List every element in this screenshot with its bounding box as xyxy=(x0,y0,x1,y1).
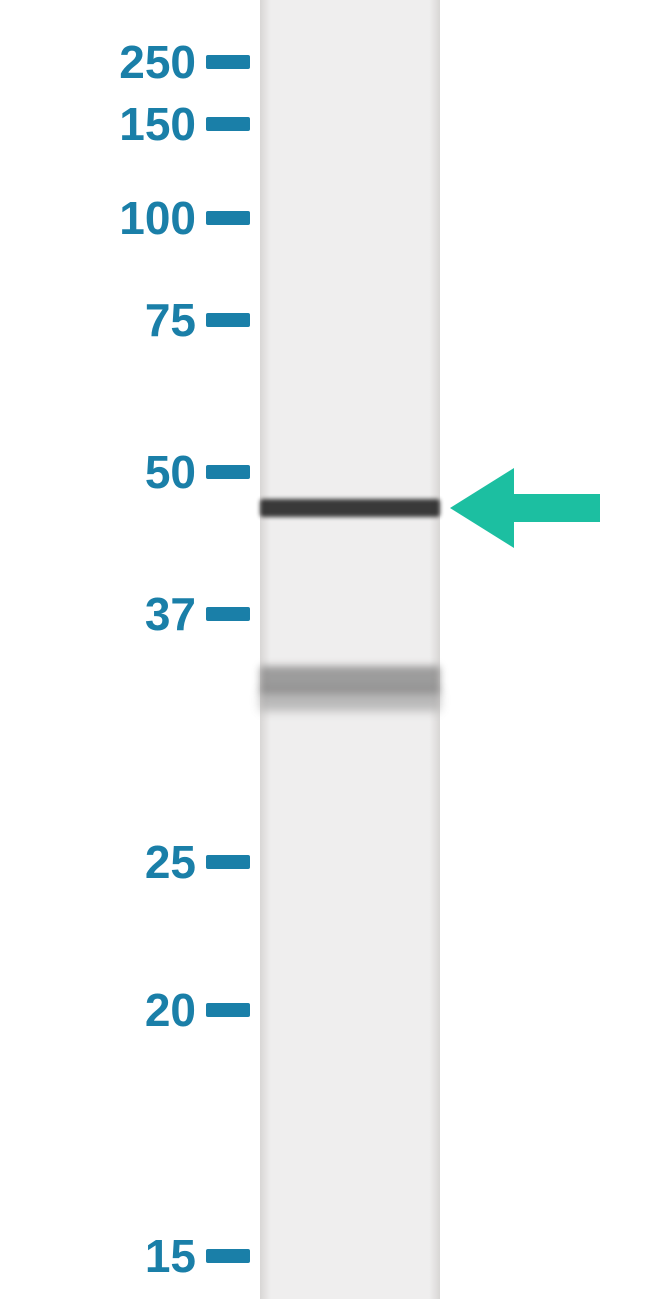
western-blot-figure: 250 150 100 75 50 37 25 20 15 xyxy=(0,0,650,1299)
blot-band xyxy=(260,689,440,711)
ladder-label: 75 xyxy=(145,293,196,347)
ladder-marker: 100 xyxy=(0,191,250,245)
blot-band xyxy=(260,499,440,517)
ladder-tick xyxy=(206,211,250,225)
ladder-marker: 75 xyxy=(0,293,250,347)
ladder-tick xyxy=(206,1249,250,1263)
ladder-label: 150 xyxy=(119,97,196,151)
ladder-marker: 15 xyxy=(0,1229,250,1283)
ladder-label: 15 xyxy=(145,1229,196,1283)
ladder-tick xyxy=(206,1003,250,1017)
ladder-marker: 37 xyxy=(0,587,250,641)
ladder-label: 250 xyxy=(119,35,196,89)
ladder-marker: 250 xyxy=(0,35,250,89)
ladder-label: 50 xyxy=(145,445,196,499)
ladder-marker: 25 xyxy=(0,835,250,889)
target-band-arrow xyxy=(450,468,600,548)
ladder-label: 20 xyxy=(145,983,196,1037)
ladder-tick xyxy=(206,313,250,327)
ladder-tick xyxy=(206,117,250,131)
ladder-tick xyxy=(206,607,250,621)
ladder-tick xyxy=(206,465,250,479)
ladder-marker: 150 xyxy=(0,97,250,151)
ladder-marker: 20 xyxy=(0,983,250,1037)
ladder-label: 100 xyxy=(119,191,196,245)
ladder-tick xyxy=(206,55,250,69)
ladder-label: 25 xyxy=(145,835,196,889)
ladder-label: 37 xyxy=(145,587,196,641)
blot-lane xyxy=(260,0,440,1299)
ladder-tick xyxy=(206,855,250,869)
ladder-marker: 50 xyxy=(0,445,250,499)
